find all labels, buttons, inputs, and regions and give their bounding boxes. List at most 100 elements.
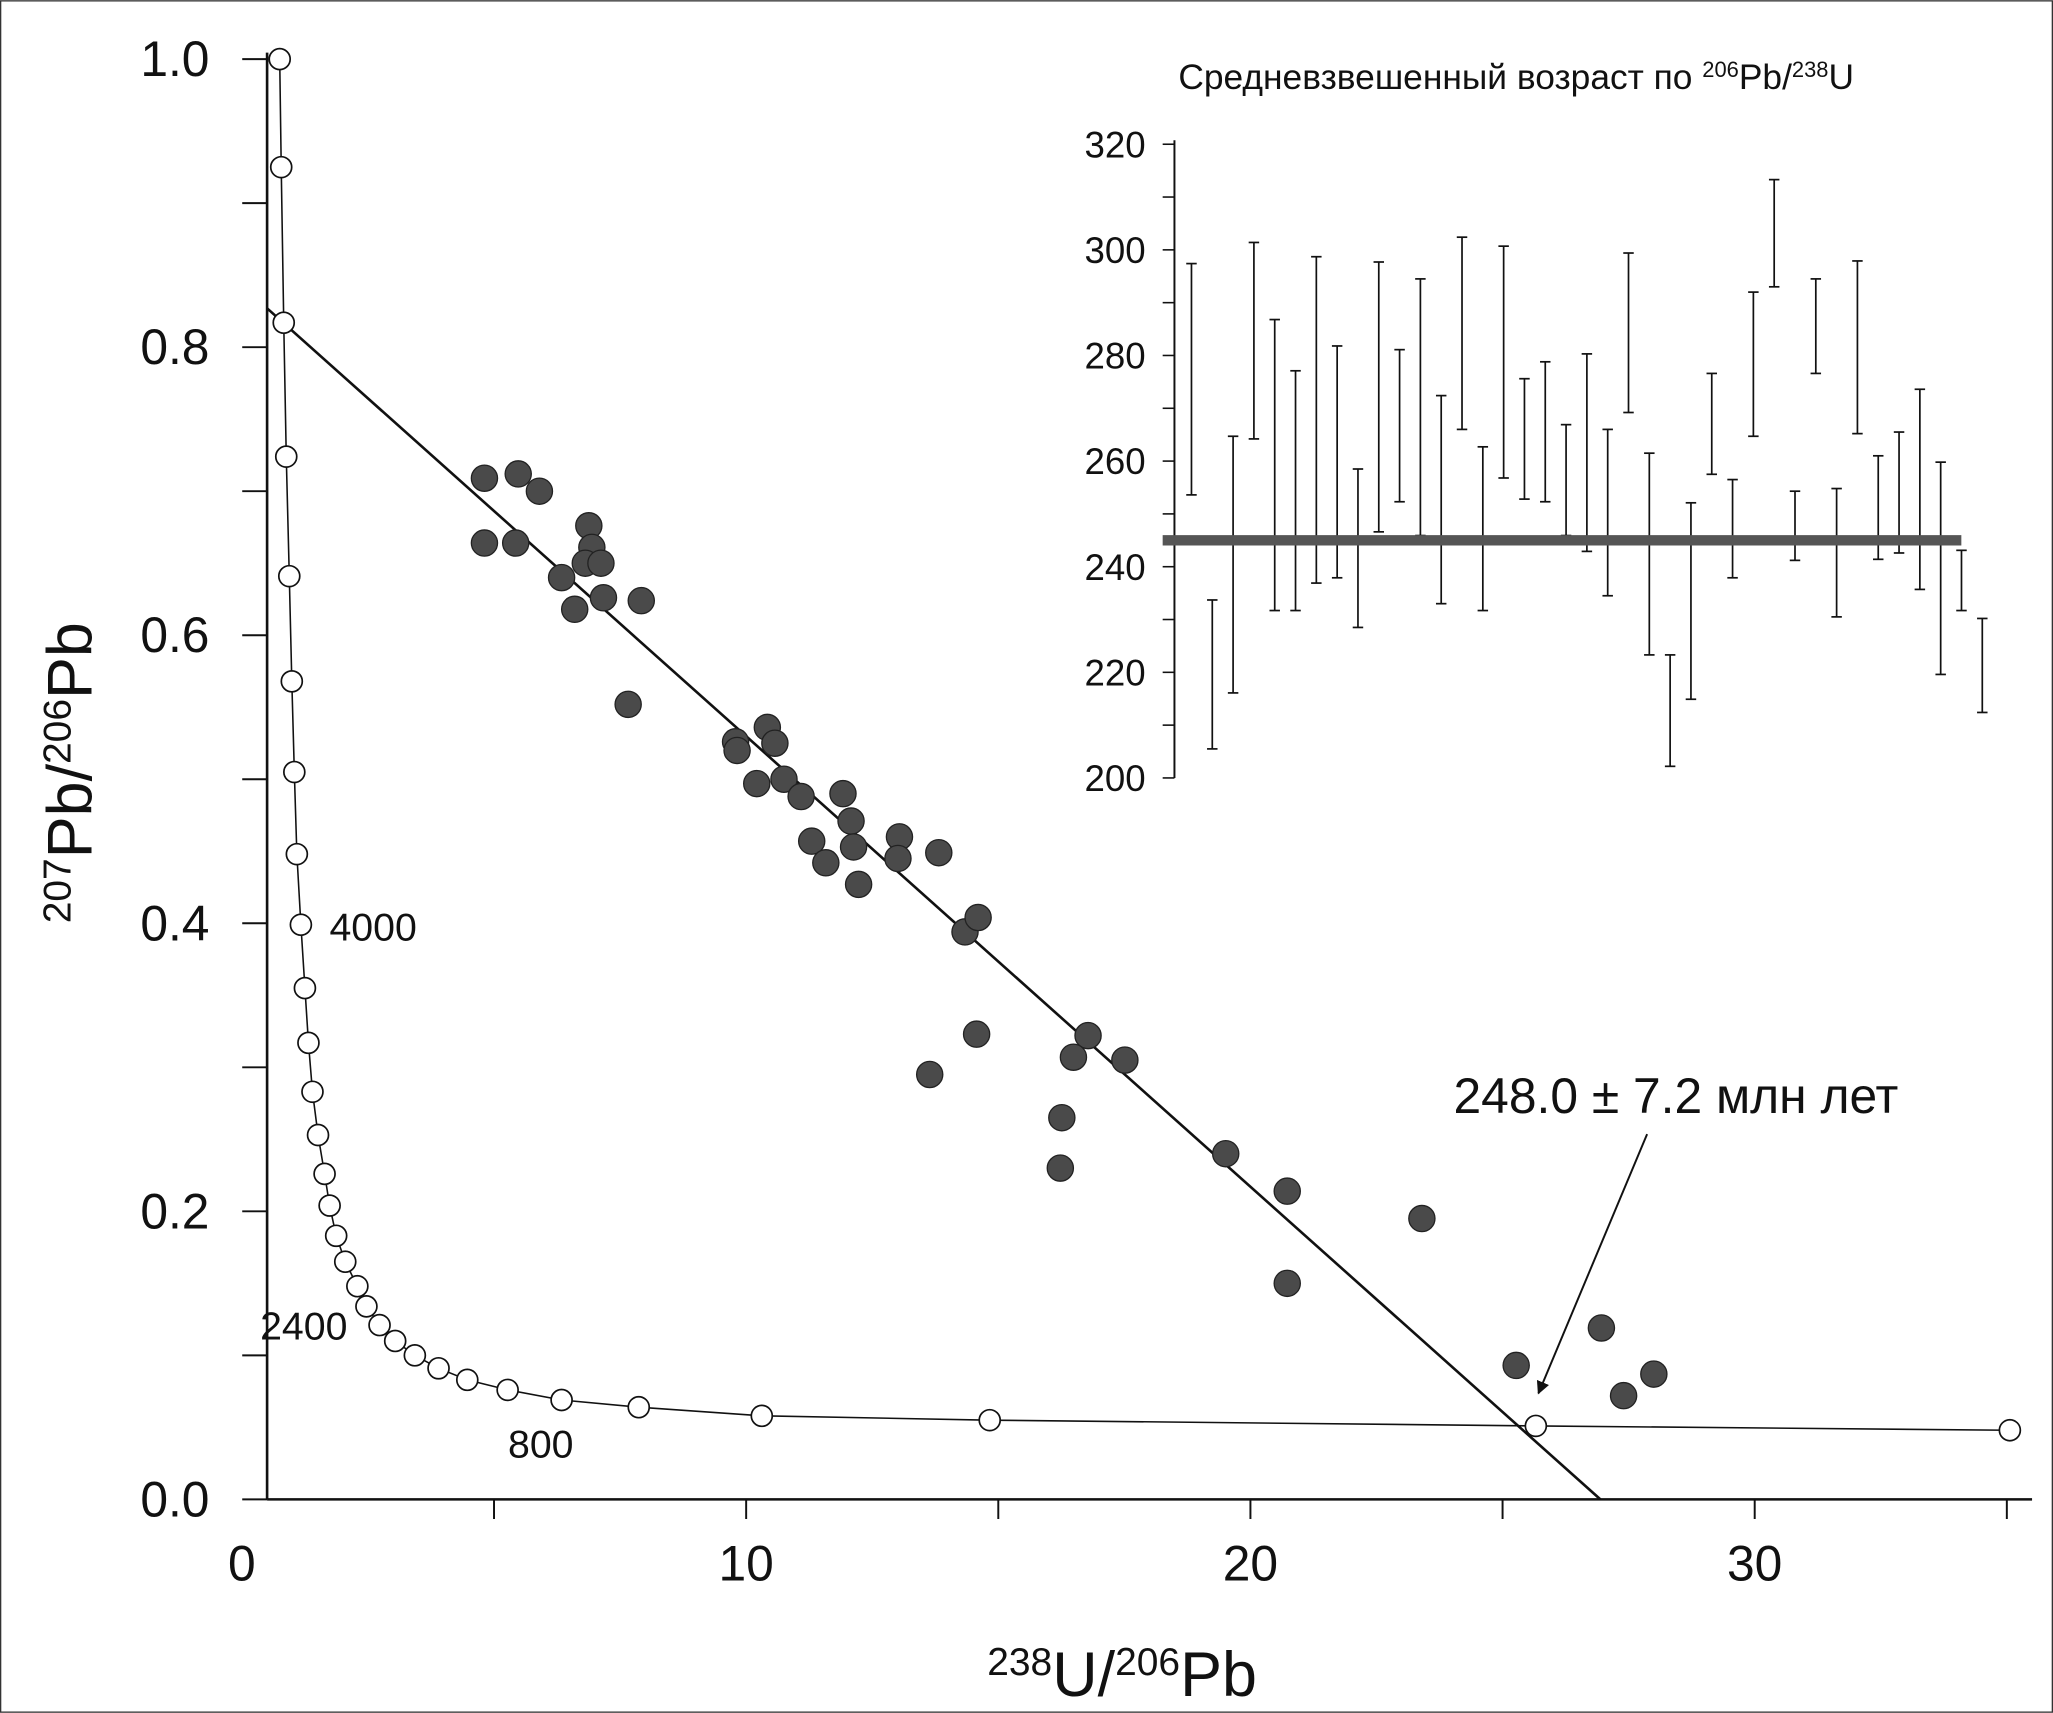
data-point	[925, 838, 953, 867]
data-point	[884, 844, 912, 873]
data-point	[470, 529, 499, 557]
data-point	[761, 729, 789, 757]
inset-y-tick-label: 280	[1084, 336, 1145, 377]
data-point	[547, 563, 576, 592]
concordia-point	[269, 155, 293, 179]
inset-y-tick-label: 200	[1084, 758, 1145, 799]
inset-y-tick-label: 320	[1084, 124, 1145, 165]
y-axis-label-part: Pb/	[36, 763, 106, 858]
inset-y-tick-label: 240	[1084, 547, 1145, 588]
concordia-point	[293, 976, 317, 1000]
y-axis-label: 207Pb/206Pb	[36, 622, 106, 923]
y-tick-label: 0.6	[140, 607, 209, 663]
data-point	[1587, 1314, 1616, 1342]
data-point	[525, 477, 554, 505]
data-point	[1048, 1103, 1076, 1132]
data-point	[587, 549, 615, 577]
inset-title-part: Средневзвешенный возраст по	[1178, 58, 1702, 97]
x-axis-label: 238U/206Pb	[987, 1640, 1257, 1710]
data-point	[1059, 1043, 1088, 1071]
data-point	[1046, 1154, 1075, 1182]
inset-y-tick-label: 220	[1084, 652, 1145, 693]
data-point	[1502, 1351, 1530, 1380]
data-point	[964, 903, 992, 932]
concordia-age-label: 2400	[260, 1305, 347, 1349]
concordia-point	[272, 311, 296, 335]
y-axis-label-part: Pb	[36, 622, 106, 699]
concordia-point	[333, 1250, 357, 1274]
data-point	[1273, 1177, 1301, 1205]
inset-title-part: 238	[1792, 57, 1829, 82]
concordia-point	[346, 1274, 369, 1298]
age-annotation: 248.0 ± 7.2 млн лет	[1454, 1068, 1899, 1124]
data-point	[1408, 1204, 1436, 1233]
y-axis-label-part: 207	[36, 858, 79, 923]
concordia-point	[306, 1123, 330, 1147]
inset-title-part: Pb/	[1739, 58, 1792, 97]
x-tick-label: 20	[1223, 1536, 1278, 1592]
y-axis-label-part: 206	[36, 699, 79, 764]
data-point	[1211, 1139, 1240, 1168]
y-tick-label: 0.4	[140, 895, 209, 951]
data-point	[627, 586, 656, 615]
x-tick-label: 0	[228, 1536, 256, 1592]
concordia-point	[297, 1031, 320, 1055]
data-point	[742, 769, 771, 798]
data-point	[470, 464, 499, 492]
data-point	[1111, 1046, 1139, 1074]
concordia-point	[274, 445, 298, 468]
concordia-point	[313, 1162, 336, 1186]
inset-y-tick-label: 260	[1084, 441, 1145, 482]
concordia-point	[301, 1080, 324, 1104]
concordia-point	[289, 913, 313, 937]
data-point	[723, 736, 751, 765]
concordia-point	[285, 842, 309, 866]
concordia-point	[1524, 1414, 1548, 1438]
data-point	[501, 529, 530, 557]
concordia-point	[280, 669, 304, 693]
concordia-point	[627, 1395, 651, 1419]
data-point	[829, 779, 857, 808]
concordia-age-label: 4000	[329, 905, 416, 949]
inset-title-part: 206	[1702, 57, 1739, 82]
data-point	[915, 1060, 944, 1089]
data-point	[504, 460, 532, 488]
inset-title: Средневзвешенный возраст по 206Pb/238U	[1178, 57, 1854, 98]
x-tick-label: 10	[718, 1536, 773, 1592]
data-point	[839, 833, 868, 861]
concordia-point	[978, 1408, 1002, 1432]
concordia-point	[318, 1194, 341, 1217]
x-axis-label-part: U/	[1052, 1640, 1115, 1710]
inset-title-part: U	[1828, 58, 1854, 97]
concordia-point	[324, 1224, 348, 1248]
concordia-point	[1998, 1418, 2022, 1442]
concordia-point	[277, 564, 301, 588]
concordia-point	[550, 1388, 573, 1412]
concordia-point	[403, 1344, 427, 1367]
x-tick-label: 30	[1727, 1536, 1782, 1592]
concordia-age-label: 800	[508, 1422, 574, 1466]
x-axis-label-part: Pb	[1180, 1640, 1257, 1710]
y-tick-label: 0.2	[140, 1183, 209, 1239]
data-point	[614, 690, 642, 719]
data-point	[1609, 1381, 1638, 1410]
y-tick-label: 1.0	[140, 31, 209, 87]
x-axis-label-part: 238	[987, 1640, 1052, 1683]
data-point	[812, 849, 840, 877]
concordia-point	[368, 1313, 391, 1337]
data-point	[797, 827, 826, 855]
data-point	[560, 595, 589, 624]
concordia-point	[283, 760, 306, 784]
data-point	[1273, 1269, 1301, 1298]
data-point	[1074, 1021, 1102, 1050]
y-tick-label: 0.0	[140, 1471, 209, 1527]
annotation-arrow	[1536, 1133, 1649, 1395]
concordia-point	[455, 1368, 479, 1392]
data-point	[589, 584, 618, 612]
concordia-point	[268, 47, 292, 71]
data-point	[770, 765, 798, 793]
y-tick-label: 0.8	[140, 319, 209, 375]
